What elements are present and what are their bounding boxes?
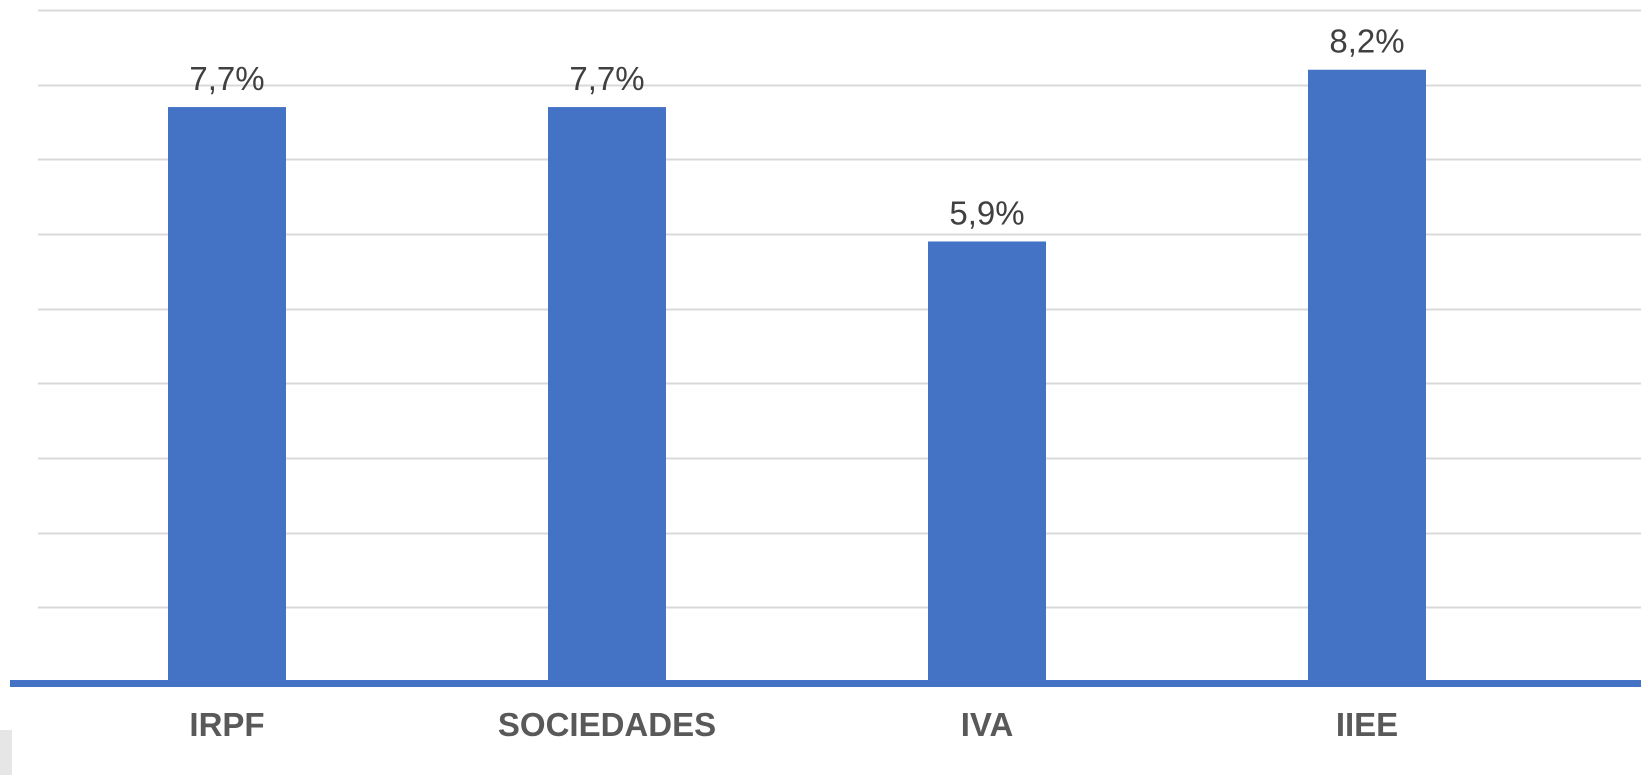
x-axis (10, 680, 1641, 687)
category-label-sociedades: SOCIEDADES (498, 706, 716, 743)
category-label-iva: IVA (961, 706, 1014, 743)
category-label-irpf: IRPF (189, 706, 264, 743)
gridlines (38, 9, 1641, 609)
bar-iva (928, 241, 1046, 682)
data-label-iiee: 8,2% (1329, 23, 1404, 60)
bar-sociedades (548, 107, 666, 683)
data-label-irpf: 7,7% (189, 60, 264, 97)
category-labels: IRPF SOCIEDADES IVA IIEE (189, 706, 1398, 743)
category-label-iiee: IIEE (1336, 706, 1398, 743)
data-labels: 7,7% 7,7% 5,9% 8,2% (189, 23, 1404, 232)
corner-shadow (0, 730, 12, 775)
bar-iiee (1308, 69, 1426, 682)
bar-irpf (168, 107, 286, 683)
data-label-sociedades: 7,7% (569, 60, 644, 97)
data-label-iva: 5,9% (949, 194, 1024, 231)
x-axis-line (10, 680, 1641, 687)
bars (168, 69, 1426, 683)
